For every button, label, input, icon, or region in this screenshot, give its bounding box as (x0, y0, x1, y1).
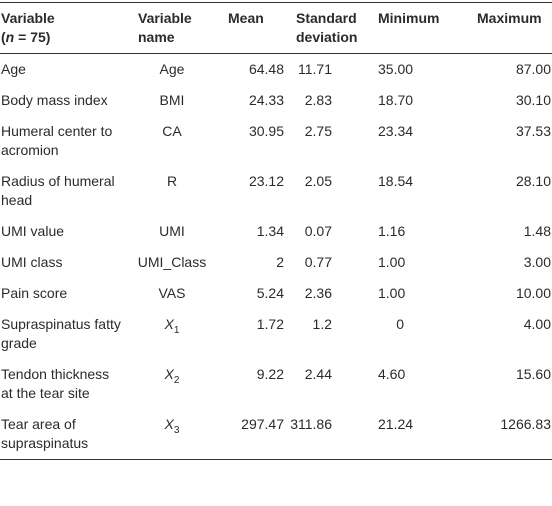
table-cell: 1.48 (523, 223, 551, 239)
subscript: 3 (173, 424, 180, 436)
table-cell: Tear area of supraspinatus (1, 416, 89, 451)
table-cell: UMI value (1, 223, 65, 239)
table-cell: 1.2 (312, 316, 332, 332)
table-cell: UMI (159, 223, 185, 239)
table-cell: 2.05 (304, 173, 332, 189)
header-cell: Variable (n = 75) (0, 2, 122, 54)
table-cell: 297.47 (241, 416, 284, 432)
table-cell: 1.00 (378, 285, 406, 301)
table-cell: Radius of humeral head (1, 173, 115, 208)
table-row: Tear area of supraspinatus X3 297.47 311.86… (0, 409, 552, 460)
table-cell: 4.00 (523, 316, 551, 332)
table-cell: VAS (158, 285, 186, 301)
table-cell: 24.33 (248, 92, 284, 108)
table-cell: 0 (396, 316, 404, 332)
table-cell: UMI class (1, 254, 63, 270)
table-row: Age Age 64.48 11.71 35.00 87.00 (0, 54, 552, 86)
table-cell: 37.53 (515, 123, 551, 139)
table-cell: 11.71 (298, 61, 332, 77)
header-text: Variable (1, 10, 55, 26)
table-cell: Age (159, 61, 185, 77)
table-cell: 2 (276, 254, 284, 270)
table-cell: 2.44 (304, 366, 332, 382)
table-row: Body mass index BMI 24.33 2.83 18.70 30.10 (0, 85, 552, 116)
table-cell: Tendon thickness at the tear site (1, 366, 110, 401)
table-row: UMI value UMI 1.34 0.07 1.16 1.48 (0, 216, 552, 247)
symbol: X (164, 416, 174, 432)
header-cell: Mean (222, 2, 290, 54)
table-cell: X2 (122, 359, 222, 409)
table-cell: 9.22 (256, 366, 284, 382)
table-cell: X1 (122, 309, 222, 359)
symbol: X (164, 316, 174, 332)
header-cell: Maximum (468, 2, 552, 54)
table-cell: 1266.83 (500, 416, 551, 432)
header-italic: n (5, 29, 15, 45)
table-cell: 3.00 (523, 254, 551, 270)
header-cell: Minimum (378, 2, 468, 54)
table-cell: 10.00 (515, 285, 551, 301)
table-cell: 2.36 (304, 285, 332, 301)
table-cell: 15.60 (515, 366, 551, 382)
table-cell: 1.72 (256, 316, 284, 332)
table-cell: 23.12 (248, 173, 284, 189)
table-cell: Pain score (1, 285, 68, 301)
table-cell: 2.83 (304, 92, 332, 108)
table-row: Supraspinatus fatty grade X1 1.72 1.2 0 4.00 (0, 309, 552, 359)
table-cell: 4.60 (378, 366, 406, 382)
table-cell: BMI (159, 92, 185, 108)
table-cell: 28.10 (515, 173, 551, 189)
table-header: Variable (n = 75) Variable name Mean Standar… (0, 2, 552, 54)
table-cell: Supraspinatus fatty grade (1, 316, 121, 351)
header-text: ( (1, 29, 6, 45)
table-row: Radius of humeral head R 23.12 2.05 18.54 28.… (0, 166, 552, 216)
table-cell: 1.16 (378, 223, 406, 239)
table-body: Age Age 64.48 11.71 35.00 87.00 Body mass inde… (0, 54, 552, 460)
table-cell: 18.70 (378, 92, 414, 108)
table-cell: 18.54 (378, 173, 414, 189)
header-cell: Standard deviation (290, 2, 378, 54)
table-cell: 30.10 (515, 92, 551, 108)
data-table: Variable (n = 75) Variable name Mean Standar… (0, 2, 552, 460)
table-cell: Age (1, 61, 26, 77)
table-cell: 21.24 (378, 416, 414, 432)
symbol: X (164, 366, 174, 382)
table-cell: UMI_Class (137, 254, 207, 270)
table-cell: 0.77 (304, 254, 332, 270)
header-row: Variable (n = 75) Variable name Mean Standar… (0, 2, 552, 54)
table-cell: Body mass index (1, 92, 108, 108)
table-cell: 2.75 (304, 123, 332, 139)
table-cell: 311.86 (290, 416, 332, 432)
table-cell: 87.00 (515, 61, 551, 77)
table-cell: 0.07 (304, 223, 332, 239)
table-cell: 1.00 (378, 254, 406, 270)
table-cell: 35.00 (378, 61, 414, 77)
header-text: = 75) (14, 29, 51, 45)
table-cell: 64.48 (248, 61, 284, 77)
table-row: Humeral center to acromion CA 30.95 2.75 23.… (0, 116, 552, 166)
table-cell: CA (162, 123, 182, 139)
header-cell: Variable name (122, 2, 222, 54)
subscript: 2 (173, 374, 180, 386)
table-cell: Humeral center to acromion (1, 123, 113, 158)
table-cell: R (166, 173, 178, 189)
table-cell: 23.34 (378, 123, 414, 139)
table-row: Pain score VAS 5.24 2.36 1.00 10.00 (0, 278, 552, 309)
table-cell: 5.24 (256, 285, 284, 301)
table-cell: X3 (122, 409, 222, 460)
table-cell: 1.34 (256, 223, 284, 239)
table-cell: 30.95 (248, 123, 284, 139)
table-row: Tendon thickness at the tear site X2 9.22 2… (0, 359, 552, 409)
table-row: UMI class UMI_Class 2 0.77 1.00 3.00 (0, 247, 552, 278)
subscript: 1 (173, 324, 180, 336)
